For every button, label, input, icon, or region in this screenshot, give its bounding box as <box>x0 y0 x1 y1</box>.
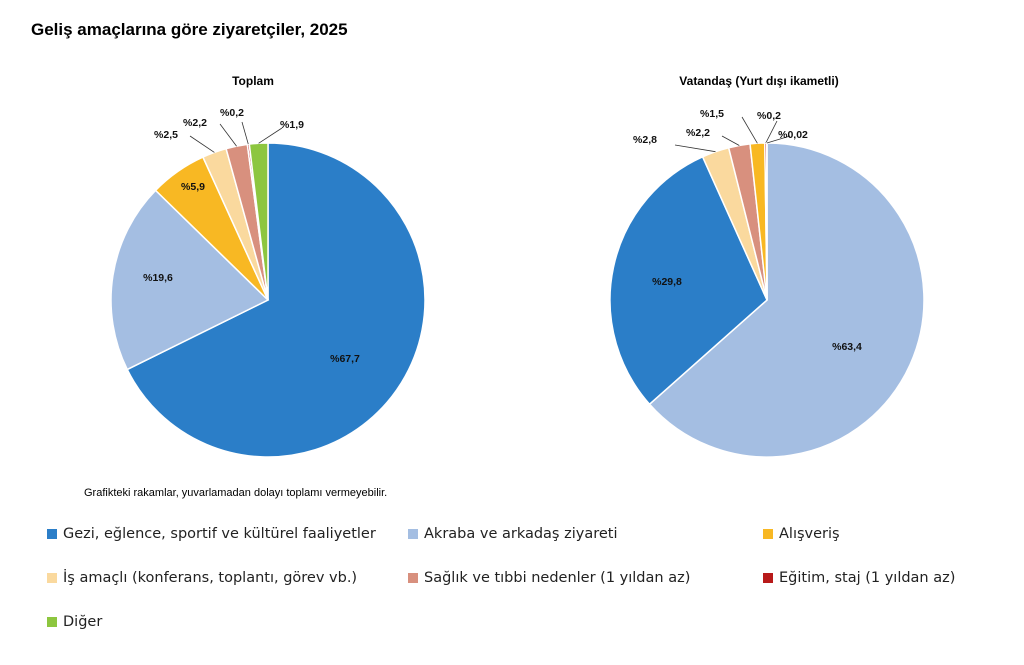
legend-swatch <box>47 529 57 539</box>
legend-item: Sağlık ve tıbbi nedenler (1 yıldan az) <box>408 570 690 586</box>
footnote: Grafikteki rakamlar, yuvarlamadan dolayı… <box>84 487 388 499</box>
legend-item: İş amaçlı (konferans, toplantı, görev vb… <box>47 570 357 586</box>
data-label: %2,5 <box>154 129 178 141</box>
legend-item: Diğer <box>47 614 102 630</box>
data-label: %0,2 <box>220 107 244 119</box>
leader-line <box>741 116 758 144</box>
legend-swatch <box>47 573 57 583</box>
leader-line <box>189 135 215 153</box>
leader-line <box>258 127 283 144</box>
data-label: %1,9 <box>280 119 304 131</box>
pie-slice <box>609 155 768 406</box>
leader-line <box>219 123 237 147</box>
legend-label: Diğer <box>63 614 103 630</box>
data-label: %2,2 <box>183 117 207 129</box>
legend-item: Alışveriş <box>763 526 840 542</box>
pie-slice <box>648 142 925 458</box>
legend-item: Akraba ve arkadaş ziyareti <box>408 526 617 542</box>
leader-line <box>674 144 716 153</box>
chart-title: Vatandaş (Yurt dışı ikametli) <box>679 74 838 88</box>
legend-label: Akraba ve arkadaş ziyareti <box>424 526 618 542</box>
pie-slice <box>110 189 270 371</box>
legend-label: Sağlık ve tıbbi nedenler (1 yıldan az) <box>424 570 691 586</box>
leader-line <box>765 120 778 144</box>
pie-chart-toplam: Toplam %67,7 %19,6 %5,9 %2,5 %2,2 %0,2 %1,9 <box>110 74 426 458</box>
leader-line <box>241 121 249 145</box>
data-label: %2,2 <box>686 127 710 139</box>
chart-title: Toplam <box>232 74 274 88</box>
legend-swatch <box>47 617 57 627</box>
legend-swatch <box>763 529 773 539</box>
leader-line <box>721 135 740 146</box>
legend-label: Alışveriş <box>779 526 840 542</box>
legend-label: İş amaçlı (konferans, toplantı, görev vb… <box>63 570 358 586</box>
data-label: %19,6 <box>143 272 173 284</box>
leader-line <box>766 135 791 144</box>
pie-slice <box>126 142 426 458</box>
pie-chart-vatandas: Vatandaş (Yurt dışı ikametli) %63,4 %29,8%… <box>609 74 925 458</box>
legend-item: Gezi, eğlence, sportif ve kültürel faali… <box>47 526 376 542</box>
legend-item: Eğitim, staj (1 yıldan az) <box>763 570 955 586</box>
data-label: %67,7 <box>330 353 360 365</box>
legend-swatch <box>763 573 773 583</box>
data-label: %0,2 <box>757 110 781 122</box>
legend-swatch <box>408 573 418 583</box>
data-label: %1,5 <box>700 108 724 120</box>
data-label: %5,9 <box>181 181 205 193</box>
data-label: %29,8 <box>652 276 682 288</box>
legend-swatch <box>408 529 418 539</box>
page-title: Geliş amaçlarına göre ziyaretçiler, 2025 <box>31 20 348 39</box>
data-label: %0,02 <box>778 129 808 141</box>
data-label: %63,4 <box>832 341 862 353</box>
legend-label: Gezi, eğlence, sportif ve kültürel faali… <box>63 526 376 542</box>
legend-label: Eğitim, staj (1 yıldan az) <box>779 570 956 586</box>
data-label: %2,8 <box>633 134 657 146</box>
